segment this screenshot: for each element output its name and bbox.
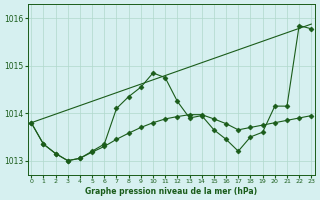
- X-axis label: Graphe pression niveau de la mer (hPa): Graphe pression niveau de la mer (hPa): [85, 187, 257, 196]
